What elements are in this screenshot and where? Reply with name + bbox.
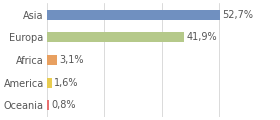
- Bar: [46, 78, 52, 88]
- Text: 3,1%: 3,1%: [59, 55, 84, 65]
- Bar: [46, 10, 220, 20]
- Text: 52,7%: 52,7%: [222, 10, 253, 20]
- Bar: [46, 100, 49, 110]
- Bar: [46, 32, 184, 42]
- Text: 1,6%: 1,6%: [54, 78, 79, 88]
- Text: 41,9%: 41,9%: [187, 32, 218, 42]
- Bar: [46, 55, 57, 65]
- Text: 0,8%: 0,8%: [52, 100, 76, 110]
